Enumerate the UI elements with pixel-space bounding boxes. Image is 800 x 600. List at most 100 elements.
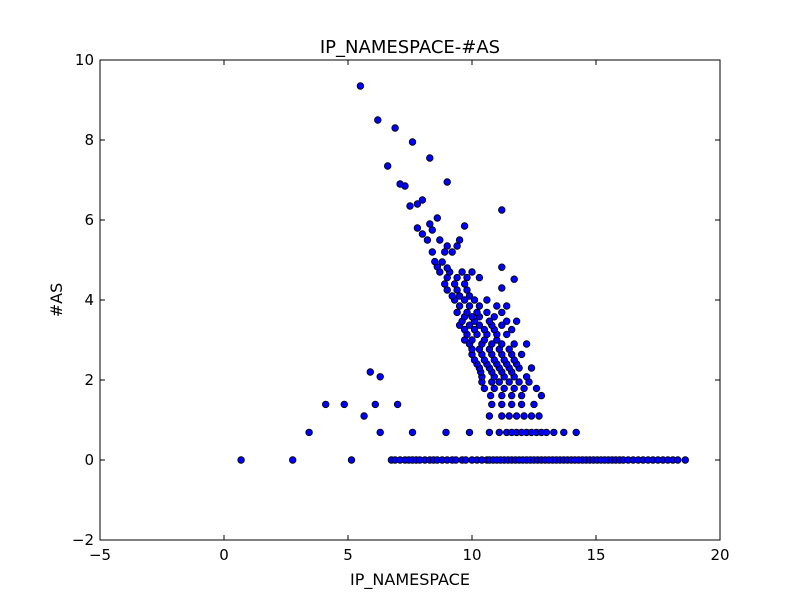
- data-point: [465, 321, 474, 329]
- data-point: [376, 428, 384, 437]
- data-point: [374, 116, 382, 124]
- data-point: [470, 325, 479, 334]
- data-point: [505, 345, 513, 353]
- data-point: [486, 391, 495, 400]
- data-point: [503, 317, 511, 325]
- data-point: [483, 308, 491, 317]
- data-point: [475, 302, 484, 310]
- data-point: [408, 428, 417, 437]
- data-point: [441, 280, 449, 288]
- data-point: [515, 378, 523, 386]
- data-point: [527, 412, 536, 420]
- data-point: [455, 236, 464, 244]
- data-point: [470, 296, 479, 304]
- data-point: [500, 384, 508, 393]
- data-point: [508, 325, 516, 334]
- data-point: [391, 124, 399, 132]
- data-point: [490, 384, 498, 393]
- y-tick-label: 8: [84, 131, 94, 149]
- chart-title: IP_NAMESPACE-#AS: [320, 37, 500, 58]
- data-point: [418, 196, 427, 204]
- data-point: [443, 178, 451, 186]
- data-point: [498, 412, 506, 420]
- data-point: [462, 456, 470, 464]
- data-point: [468, 268, 476, 276]
- data-point: [505, 378, 513, 386]
- data-point: [498, 340, 506, 348]
- data-point: [465, 428, 474, 437]
- data-point: [485, 428, 494, 437]
- data-point: [510, 384, 518, 393]
- data-point: [498, 308, 506, 317]
- data-point: [512, 317, 521, 325]
- data-point: [520, 384, 528, 393]
- data-point: [426, 154, 434, 162]
- data-point: [498, 391, 506, 400]
- y-tick-label: −2: [72, 531, 94, 549]
- data-point: [498, 284, 506, 292]
- data-point: [508, 391, 516, 400]
- data-point: [498, 206, 506, 214]
- x-tick-label: 20: [710, 546, 729, 564]
- data-point: [322, 400, 330, 409]
- data-point: [237, 456, 245, 464]
- data-point: [468, 336, 476, 344]
- y-tick-label: 2: [84, 371, 94, 389]
- data-point: [485, 317, 494, 325]
- data-point: [493, 302, 501, 310]
- data-point: [443, 264, 451, 272]
- data-point: [495, 428, 503, 437]
- data-point: [537, 391, 546, 400]
- data-point: [371, 400, 379, 409]
- data-point: [393, 400, 402, 409]
- data-point: [532, 384, 541, 393]
- x-axis-label: IP_NAMESPACE: [350, 570, 470, 590]
- data-point: [681, 456, 689, 464]
- data-point: [376, 373, 384, 381]
- data-point: [480, 325, 489, 334]
- y-tick-label: 6: [84, 211, 94, 229]
- y-axis-label: #AS: [47, 283, 66, 318]
- data-point: [473, 308, 481, 317]
- x-tick-label: 5: [343, 546, 353, 564]
- data-point: [460, 325, 469, 334]
- data-point: [485, 412, 494, 420]
- data-point: [505, 412, 513, 420]
- data-point: [460, 296, 469, 304]
- data-point: [520, 412, 528, 420]
- data-point: [498, 400, 506, 409]
- data-point: [443, 242, 451, 250]
- data-point: [550, 428, 558, 437]
- data-point: [498, 321, 506, 329]
- data-point: [340, 400, 348, 409]
- data-point: [542, 428, 551, 437]
- data-point: [475, 321, 484, 329]
- data-point: [517, 350, 526, 359]
- data-point: [475, 273, 484, 282]
- data-point: [450, 280, 459, 288]
- plot-area: [237, 82, 689, 464]
- data-point: [401, 182, 409, 190]
- data-point: [413, 224, 422, 232]
- data-point: [674, 456, 682, 464]
- data-point: [366, 368, 374, 376]
- data-point: [465, 302, 474, 310]
- data-point: [305, 428, 313, 437]
- x-tick-label: −5: [89, 546, 111, 564]
- data-point: [522, 373, 531, 381]
- data-point: [468, 313, 476, 321]
- data-point: [347, 456, 356, 464]
- data-point: [455, 302, 464, 310]
- data-point: [431, 257, 439, 266]
- data-point: [289, 456, 297, 464]
- data-point: [413, 200, 422, 208]
- data-point: [512, 412, 521, 420]
- data-point: [452, 456, 460, 464]
- data-point: [436, 236, 444, 244]
- x-tick-label: 10: [462, 546, 481, 564]
- data-point: [508, 400, 516, 409]
- y-tick-label: 10: [75, 51, 94, 69]
- data-point: [458, 268, 466, 276]
- data-point: [527, 364, 536, 372]
